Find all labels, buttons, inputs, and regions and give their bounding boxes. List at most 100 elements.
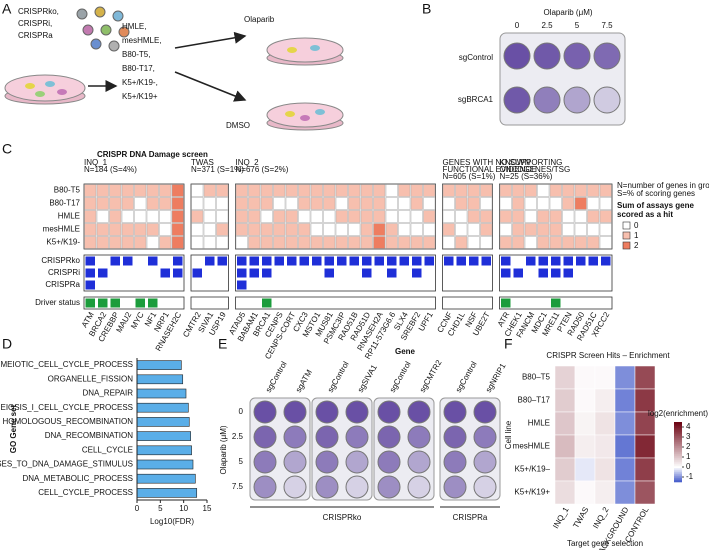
- heat-cell: [562, 210, 575, 223]
- hit-cell: [400, 281, 410, 290]
- heat-cell: [549, 223, 562, 236]
- heat-cell: [512, 223, 525, 236]
- driver-cell: [135, 298, 145, 308]
- row-label: mesHMLE: [513, 442, 550, 451]
- heat-cell: [146, 197, 159, 210]
- heat-cell: [574, 434, 596, 459]
- group-frame: [442, 296, 493, 310]
- heat-cell: [285, 223, 298, 236]
- heat-cell: [310, 236, 323, 249]
- row-label: K5+/K19+: [514, 488, 550, 497]
- heat-cell: [587, 210, 600, 223]
- hit-cell: [501, 268, 511, 278]
- group-name: ONCOGENES/TSG: [500, 165, 571, 174]
- group-name: TWAS: [191, 158, 214, 167]
- colorbar-step: [674, 462, 682, 465]
- heat-cell: [335, 236, 348, 249]
- guide-label: sgControl: [454, 360, 479, 394]
- hit-cell: [98, 268, 108, 278]
- heat-cell: [298, 223, 311, 236]
- colorbar-step: [674, 438, 682, 441]
- cell-line: K5+/K19-: [46, 238, 80, 247]
- guide-label: sgNRIP1: [484, 361, 508, 394]
- driver-cell: [412, 299, 422, 308]
- heat-cell: [373, 223, 386, 236]
- colorbar-step: [674, 472, 682, 475]
- group-name: FUNCTIONAL EVIDENCE: [443, 165, 537, 174]
- heat-cell: [614, 480, 636, 505]
- hit-cell: [237, 268, 247, 278]
- driver-cell: [576, 299, 586, 308]
- panel-label: D: [2, 336, 12, 352]
- hit-cell: [349, 256, 359, 266]
- cell-line: mesHMLE: [43, 225, 80, 234]
- hit-cell: [193, 257, 203, 266]
- hit-cell: [387, 256, 397, 266]
- colorbar-tick: 4: [686, 422, 691, 431]
- hit-cell: [482, 269, 492, 278]
- hit-cell: [374, 256, 384, 266]
- heat-cell: [96, 197, 109, 210]
- heat-cell: [121, 184, 134, 197]
- heat-cell: [159, 223, 172, 236]
- colorbar-step: [674, 478, 682, 481]
- heat-cell: [348, 184, 361, 197]
- screen-label: CRISPRko: [41, 256, 80, 265]
- heat-cell: [574, 184, 587, 197]
- heat-cell: [310, 184, 323, 197]
- hit-cell: [425, 281, 435, 290]
- heat-cell: [499, 184, 512, 197]
- well: [315, 475, 339, 499]
- heat-cell: [109, 184, 122, 197]
- heat-cell: [121, 236, 134, 249]
- well: [503, 42, 531, 70]
- heat-cell: [423, 210, 436, 223]
- heat-cell: [554, 388, 576, 413]
- heat-cell: [442, 223, 455, 236]
- category-label: DNA_METABOLIC_PROCESS: [22, 474, 133, 483]
- hit-cell: [205, 256, 215, 266]
- group-count: N=184 (S=4%): [84, 165, 137, 174]
- cell-line: mesHMLE,: [122, 36, 162, 45]
- heatmap-title: CRISPR Screen Hits – Enrichment: [546, 351, 670, 360]
- heat-cell: [599, 197, 612, 210]
- hit-cell: [412, 256, 422, 266]
- legend-swatch: [622, 241, 631, 250]
- heat-cell: [216, 184, 229, 197]
- hit-cell: [123, 269, 133, 278]
- heat-cell: [360, 210, 373, 223]
- driver-cell: [375, 299, 385, 308]
- colorbar-step: [674, 470, 682, 473]
- x-tick-label: 15: [203, 504, 212, 513]
- legend-swatch: [622, 231, 631, 240]
- heat-cell: [574, 480, 596, 505]
- heat-cell: [562, 223, 575, 236]
- driver-cell: [400, 299, 410, 308]
- heat-cell: [191, 236, 204, 249]
- legend-title: scored as a hit: [617, 210, 673, 219]
- legend-title: Sum of assays gene: [617, 201, 694, 210]
- heat-cell: [203, 184, 216, 197]
- hit-cell: [551, 256, 561, 266]
- well: [563, 86, 591, 114]
- hit-cell: [161, 257, 171, 266]
- heat-cell: [599, 210, 612, 223]
- hit-cell: [375, 269, 385, 278]
- hit-cell: [275, 281, 285, 290]
- guide-label: sgSIVA1: [356, 363, 379, 394]
- heat-cell: [159, 236, 172, 249]
- hit-cell: [444, 256, 454, 266]
- heat-cell: [398, 236, 411, 249]
- colorbar-tick: 0: [686, 462, 691, 471]
- hit-cell: [111, 281, 121, 290]
- hit-cell: [350, 281, 360, 290]
- driver-cell: [482, 299, 492, 308]
- hit-cell: [563, 268, 573, 278]
- row-label: HMLE: [528, 419, 550, 428]
- column-label: TWAS: [571, 506, 590, 530]
- heat-cell: [537, 236, 550, 249]
- hit-cell: [287, 269, 297, 278]
- hit-cell: [249, 256, 259, 266]
- hit-cell: [136, 269, 146, 278]
- hit-cell: [262, 268, 272, 278]
